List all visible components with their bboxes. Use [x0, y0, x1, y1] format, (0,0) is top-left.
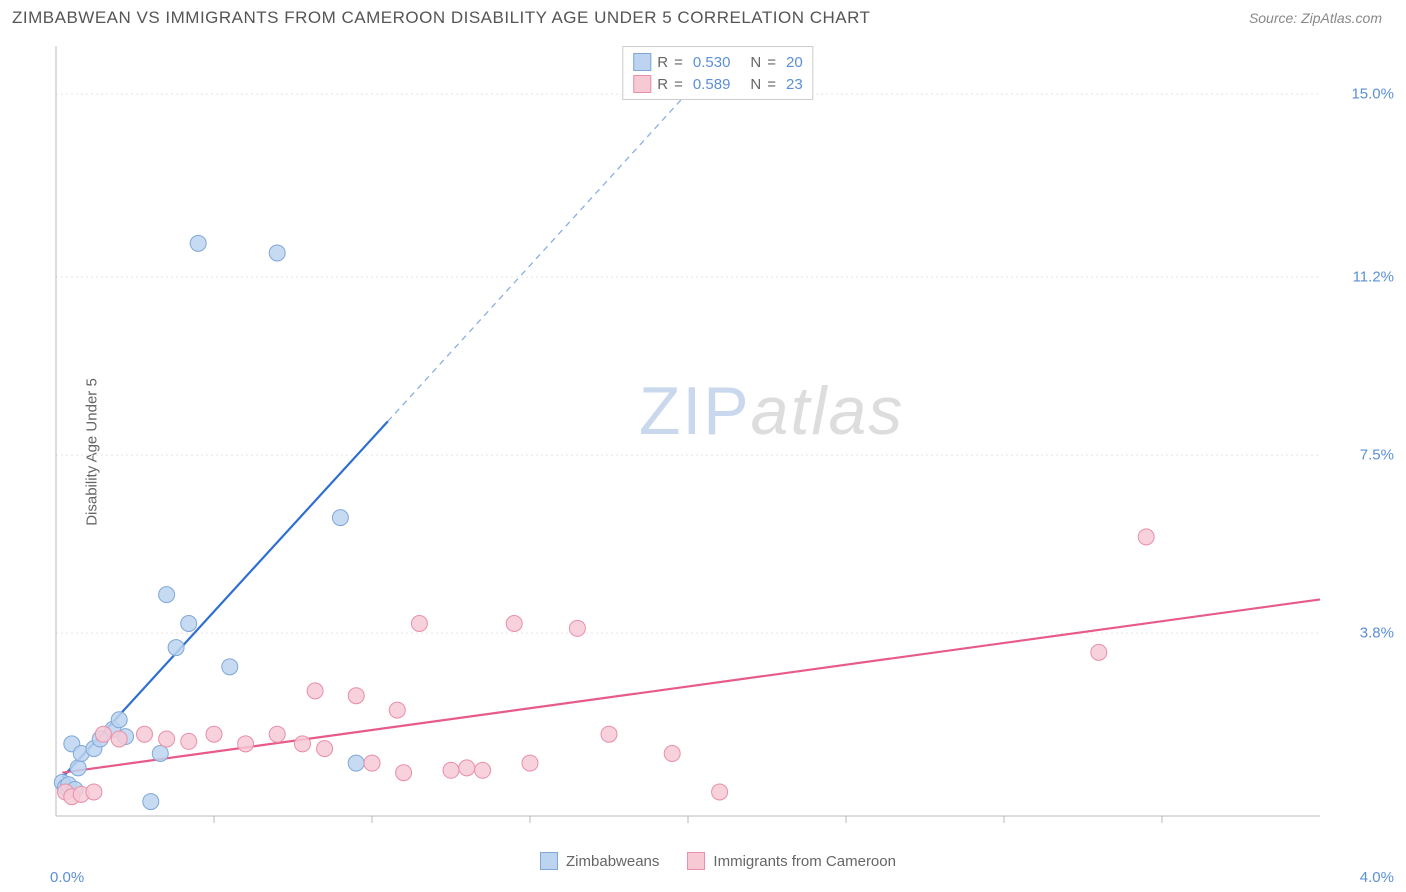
stats-eq: =	[767, 76, 776, 93]
chart-header: ZIMBABWEAN VS IMMIGRANTS FROM CAMEROON D…	[0, 0, 1406, 36]
y-tick-label: 15.0%	[1351, 86, 1394, 103]
legend-swatch-1	[687, 852, 705, 870]
legend-label-1: Immigrants from Cameroon	[713, 853, 896, 870]
y-tick-label: 11.2%	[1353, 269, 1394, 286]
stats-n-label: N	[750, 76, 761, 93]
scatter-plot	[48, 42, 1388, 862]
chart-container: Disability Age Under 5 ZIPatlas R = 0.53…	[48, 42, 1388, 862]
stats-r-1: 0.589	[693, 76, 731, 93]
stats-swatch-0	[633, 53, 651, 71]
stats-row-1: R = 0.589 N = 23	[633, 73, 802, 95]
stats-eq: =	[674, 76, 683, 93]
stats-r-label: R	[657, 76, 668, 93]
stats-r-label: R	[657, 54, 668, 71]
stats-r-0: 0.530	[693, 54, 731, 71]
stats-eq: =	[767, 54, 776, 71]
stats-n-0: 20	[786, 54, 803, 71]
stats-swatch-1	[633, 75, 651, 93]
stats-row-0: R = 0.530 N = 20	[633, 51, 802, 73]
legend-label-0: Zimbabweans	[566, 853, 659, 870]
stats-eq: =	[674, 54, 683, 71]
stats-box: R = 0.530 N = 20 R = 0.589 N = 23	[622, 46, 813, 100]
x-tick-max: 4.0%	[1360, 869, 1394, 886]
stats-n-1: 23	[786, 76, 803, 93]
chart-title: ZIMBABWEAN VS IMMIGRANTS FROM CAMEROON D…	[12, 8, 870, 28]
x-tick-min: 0.0%	[50, 869, 84, 886]
stats-n-label: N	[750, 54, 761, 71]
legend-swatch-0	[540, 852, 558, 870]
y-tick-label: 7.5%	[1360, 447, 1394, 464]
bottom-legend: Zimbabweans Immigrants from Cameroon	[534, 850, 902, 872]
y-tick-label: 3.8%	[1360, 625, 1394, 642]
legend-item-1: Immigrants from Cameroon	[687, 852, 896, 870]
legend-item-0: Zimbabweans	[540, 852, 659, 870]
chart-source: Source: ZipAtlas.com	[1249, 10, 1382, 26]
